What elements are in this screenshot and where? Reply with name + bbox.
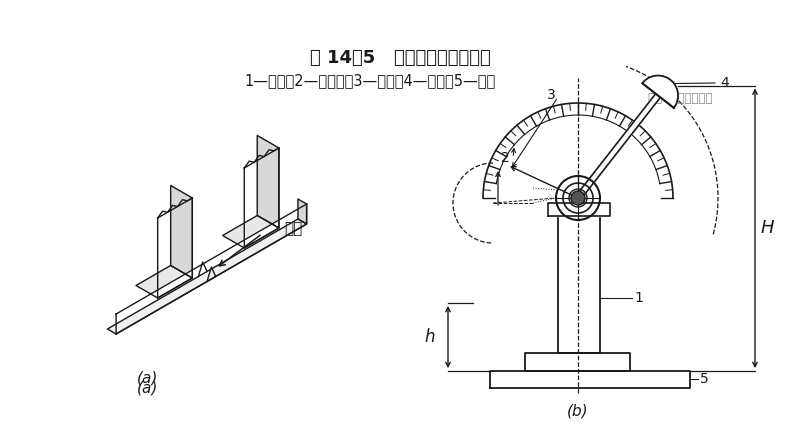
Circle shape bbox=[571, 191, 585, 205]
Polygon shape bbox=[244, 148, 279, 248]
Text: H: H bbox=[761, 219, 774, 237]
Text: 4: 4 bbox=[720, 76, 729, 90]
Polygon shape bbox=[116, 204, 306, 334]
Polygon shape bbox=[558, 216, 600, 353]
Text: 冲击: 冲击 bbox=[285, 221, 302, 236]
Polygon shape bbox=[642, 76, 678, 108]
Polygon shape bbox=[136, 265, 192, 298]
Text: 2: 2 bbox=[502, 151, 510, 165]
Polygon shape bbox=[158, 198, 192, 298]
Polygon shape bbox=[490, 371, 690, 388]
Polygon shape bbox=[222, 215, 279, 248]
Text: 1: 1 bbox=[634, 291, 643, 305]
Polygon shape bbox=[107, 219, 306, 334]
Polygon shape bbox=[576, 94, 661, 200]
Text: 5: 5 bbox=[700, 372, 709, 386]
Polygon shape bbox=[258, 136, 279, 228]
Text: h: h bbox=[425, 328, 435, 346]
Polygon shape bbox=[170, 186, 192, 278]
Polygon shape bbox=[525, 353, 630, 371]
Polygon shape bbox=[298, 199, 306, 224]
Text: (a): (a) bbox=[138, 370, 158, 385]
Text: (a): (a) bbox=[138, 381, 158, 396]
Text: 头条 @第一压铸网: 头条 @第一压铸网 bbox=[648, 92, 712, 105]
Text: (b): (b) bbox=[567, 404, 589, 419]
Text: 图 14－5   冲击试验原理示意图: 图 14－5 冲击试验原理示意图 bbox=[310, 49, 490, 67]
Polygon shape bbox=[548, 203, 610, 216]
Text: 1—试样；2—刻度盘；3—指针；4—摆锤；5—机架: 1—试样；2—刻度盘；3—指针；4—摆锤；5—机架 bbox=[244, 74, 496, 89]
Text: 3: 3 bbox=[547, 88, 556, 102]
